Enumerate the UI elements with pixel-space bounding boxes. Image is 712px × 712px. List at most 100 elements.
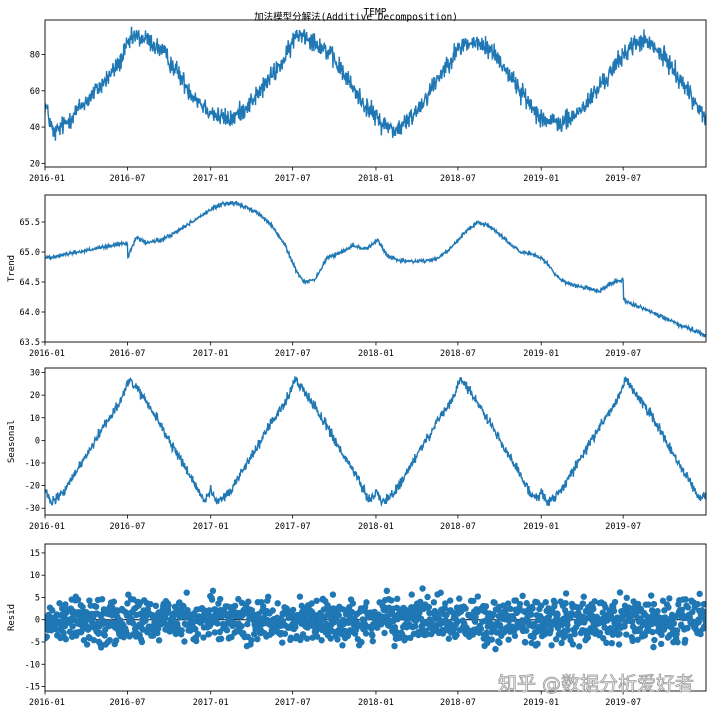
resid-point bbox=[129, 619, 137, 627]
resid-point bbox=[383, 587, 391, 595]
resid-point bbox=[74, 596, 82, 603]
y-tick-label: 0 bbox=[35, 436, 40, 446]
resid-point bbox=[694, 601, 702, 608]
resid-point bbox=[470, 597, 477, 605]
resid-point bbox=[488, 636, 496, 643]
x-tick-label: 2016-07 bbox=[109, 349, 145, 359]
resid-point bbox=[296, 593, 304, 600]
y-tick-label: -20 bbox=[25, 482, 40, 492]
resid-point bbox=[657, 640, 665, 648]
resid-point bbox=[86, 597, 93, 604]
resid-point bbox=[611, 598, 619, 606]
resid-point bbox=[313, 633, 321, 640]
resid-point bbox=[388, 597, 395, 604]
resid-point bbox=[651, 636, 658, 644]
resid-point bbox=[154, 625, 162, 632]
resid-point bbox=[287, 634, 295, 641]
resid-point bbox=[548, 642, 555, 649]
resid-point bbox=[571, 630, 578, 638]
resid-point bbox=[490, 611, 497, 618]
resid-point bbox=[447, 597, 454, 604]
x-tick-label: 2018-01 bbox=[358, 349, 394, 359]
y-tick-label: -10 bbox=[25, 459, 40, 469]
resid-point bbox=[98, 596, 106, 603]
resid-point bbox=[152, 602, 160, 610]
resid-point bbox=[363, 599, 370, 606]
resid-point bbox=[449, 609, 457, 616]
y-tick-label: -10 bbox=[25, 660, 40, 670]
resid-point bbox=[110, 598, 118, 605]
resid-point bbox=[484, 639, 491, 647]
resid-point bbox=[423, 631, 430, 638]
resid-point bbox=[178, 627, 185, 634]
x-tick-label: 2018-07 bbox=[440, 174, 476, 184]
resid-point bbox=[358, 638, 365, 646]
resid-point bbox=[670, 620, 678, 627]
resid-point bbox=[61, 622, 69, 630]
resid-point bbox=[206, 607, 213, 614]
subplot-resid: -15 -10 -5 0 5 10 15 2016-01 2016-07 2017-01 2017-… bbox=[7, 543, 707, 708]
y-tick-label: 20 bbox=[30, 391, 40, 401]
resid-point bbox=[344, 632, 352, 640]
x-tick-label: 2018-01 bbox=[358, 522, 394, 532]
resid-point bbox=[329, 591, 337, 598]
x-tick-label: 2019-01 bbox=[523, 698, 559, 708]
resid-point bbox=[482, 603, 490, 610]
resid-point bbox=[477, 625, 485, 632]
resid-point bbox=[424, 593, 431, 601]
resid-point bbox=[349, 600, 357, 607]
resid-point bbox=[313, 597, 320, 605]
resid-point bbox=[327, 635, 334, 642]
resid-point bbox=[558, 639, 565, 647]
resid-point bbox=[391, 642, 398, 650]
resid-point bbox=[211, 629, 218, 636]
resid-point bbox=[394, 595, 401, 603]
resid-point bbox=[308, 600, 315, 607]
resid-point bbox=[645, 601, 652, 608]
resid-point bbox=[404, 615, 412, 622]
subplot-observed: 20 40 60 80 2016-01 2016-07 2017-01 2017-07 2018… bbox=[29, 19, 707, 184]
resid-point bbox=[83, 641, 91, 648]
resid-point bbox=[369, 632, 376, 639]
resid-point bbox=[408, 591, 415, 598]
resid-point bbox=[208, 596, 216, 603]
resid-point bbox=[684, 625, 691, 632]
x-tick-label: 2016-01 bbox=[29, 349, 65, 359]
resid-point bbox=[523, 600, 530, 607]
resid-point bbox=[250, 630, 258, 638]
x-tick-label: 2018-07 bbox=[440, 349, 476, 359]
resid-point bbox=[217, 635, 225, 642]
resid-point bbox=[658, 631, 665, 639]
resid-point bbox=[318, 637, 325, 644]
y-tick-label: 0 bbox=[35, 616, 40, 626]
resid-point bbox=[419, 585, 426, 592]
x-tick-label: 2018-07 bbox=[440, 698, 476, 708]
resid-point bbox=[439, 630, 447, 637]
y-tick-label: 15 bbox=[30, 549, 40, 559]
figure-title: TEMP bbox=[364, 7, 387, 18]
resid-point bbox=[584, 634, 592, 641]
resid-point bbox=[124, 600, 131, 607]
y-tick-label: 65.0 bbox=[20, 248, 40, 258]
y-tick-label: 10 bbox=[30, 414, 40, 424]
resid-point bbox=[665, 604, 672, 611]
resid-point bbox=[681, 636, 689, 644]
resid-point bbox=[45, 633, 51, 640]
resid-point bbox=[511, 632, 519, 640]
y-tick-label: 65.5 bbox=[20, 218, 40, 228]
resid-point bbox=[209, 587, 217, 594]
y-tick-label: 80 bbox=[30, 50, 40, 60]
resid-point bbox=[554, 611, 561, 618]
resid-point bbox=[217, 595, 224, 603]
resid-point bbox=[629, 618, 636, 625]
resid-point bbox=[474, 593, 482, 600]
x-tick-label: 2016-07 bbox=[109, 174, 145, 184]
resid-point bbox=[616, 630, 623, 638]
resid-point bbox=[608, 615, 615, 622]
resid-point bbox=[659, 597, 667, 604]
resid-point bbox=[629, 637, 636, 645]
x-tick-label: 2019-07 bbox=[605, 522, 641, 532]
resid-point bbox=[603, 639, 610, 647]
x-tick-label: 2017-07 bbox=[275, 698, 311, 708]
observed-line bbox=[45, 26, 706, 141]
